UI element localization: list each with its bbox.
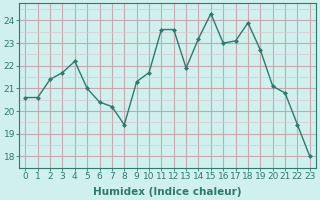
X-axis label: Humidex (Indice chaleur): Humidex (Indice chaleur) (93, 187, 242, 197)
